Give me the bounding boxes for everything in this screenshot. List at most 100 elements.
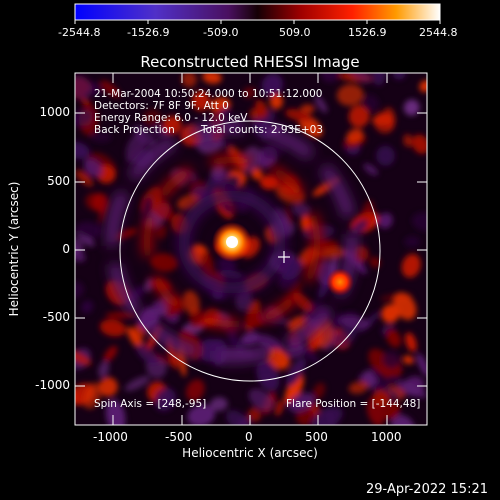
noise-blob [295,407,314,425]
y-tick-label: 0 [62,242,70,256]
noise-blob [89,131,112,143]
colorbar-tick-label: -1526.9 [127,26,170,39]
noise-blob [255,99,268,118]
spin-axis-marker [278,251,290,263]
noise-blob [80,97,91,107]
noise-blob [162,115,182,135]
noise-blob [151,197,173,221]
noise-blob [371,375,399,391]
total-counts-text: Total counts: 2.93E+03 [201,124,324,136]
noise-blob [281,259,304,280]
noise-blob [222,201,234,215]
noise-blob [269,93,284,110]
noise-blob [177,345,187,377]
noise-blob [75,141,90,160]
noise-blob [375,145,396,166]
noise-blob [251,167,263,180]
noise-blob [412,134,427,154]
noise-blob [403,134,413,148]
noise-blob [81,300,94,314]
y-tick-label: 1000 [39,105,70,119]
y-axis-label: Heliocentric Y (arcsec) [7,181,21,317]
secondary-source [326,268,354,296]
noise-blob [218,269,244,279]
noise-blob [288,393,315,412]
x-tick-label: -1000 [93,430,128,444]
noise-blob [248,388,274,411]
noise-blob [187,404,215,425]
noise-blob [98,377,118,397]
noise-blob [335,325,358,348]
y-tick-label: -500 [42,310,70,324]
noise-blob [403,376,425,397]
noise-blob [403,99,420,116]
x-axis-label: Heliocentric X (arcsec) [182,446,318,460]
noise-blob [275,399,285,417]
noise-blob [105,399,126,425]
noise-blob [266,347,290,370]
noise-blob [346,128,364,144]
noise-blob [185,379,205,402]
noise-blob [243,87,256,99]
noise-blob [382,351,400,369]
noise-blob [293,292,313,312]
noise-blob [363,163,379,176]
noise-blob [83,158,103,177]
colorbar [75,4,440,20]
noise-blob [402,355,414,365]
noise-blob [381,304,400,324]
noise-blob [284,205,293,226]
detectors-text: Detectors: 7F 8F 9F, Att 0 [94,100,229,112]
colorbar-tick-label: 2544.8 [419,26,458,39]
noise-blob [401,253,421,278]
noise-blob [202,73,222,84]
noise-blob [75,169,94,187]
x-tick-label: 500 [305,430,328,444]
colorbar-tick-label: -509.0 [203,26,239,39]
colorbar-tick-label: 509.0 [279,26,311,39]
noise-blob [369,256,381,268]
noise-blob [142,109,162,127]
noise-blob [98,361,110,378]
noise-blob [338,315,371,329]
noise-blob [317,240,340,251]
noise-blob [181,73,197,88]
noise-blob [284,374,304,404]
noise-blob [405,332,417,352]
noise-blob [416,353,427,377]
noise-blob [75,350,92,366]
noise-blob [419,80,427,93]
noise-blob [135,343,159,366]
noise-blob [191,90,211,111]
noise-blob [385,328,402,348]
noise-blob [75,281,84,299]
time-range-text: 21-Mar-2004 10:50:24.000 to 10:51:12.000 [94,88,323,100]
colorbar-tick-label: 1526.9 [348,26,387,39]
energy-range-text: Energy Range: 6.0 - 12.0 keV [94,112,248,124]
flare-position-text: Flare Position = [-144,48] [286,398,421,410]
noise-blob [348,105,370,128]
noise-blob [348,381,369,394]
noise-blob [300,104,315,114]
colorbar-ticks [74,20,441,24]
noise-blob [99,319,127,337]
noise-blob [383,401,401,420]
noise-blob [224,175,240,194]
noise-blob [114,228,138,240]
rhessi-image [75,73,427,425]
noise-blob [235,289,253,312]
noise-blob [316,248,351,259]
noise-blob [411,212,427,232]
noise-blob [390,414,415,425]
noise-blob [261,73,284,97]
noise-blob [145,278,153,293]
noise-blob [336,84,364,106]
noise-blob [256,360,280,392]
flare-core [226,236,238,248]
ring-structures [106,121,358,363]
noise-blob [362,94,380,112]
noise-blob [312,382,326,400]
noise-blob [182,290,200,314]
noise-blob [100,80,121,98]
